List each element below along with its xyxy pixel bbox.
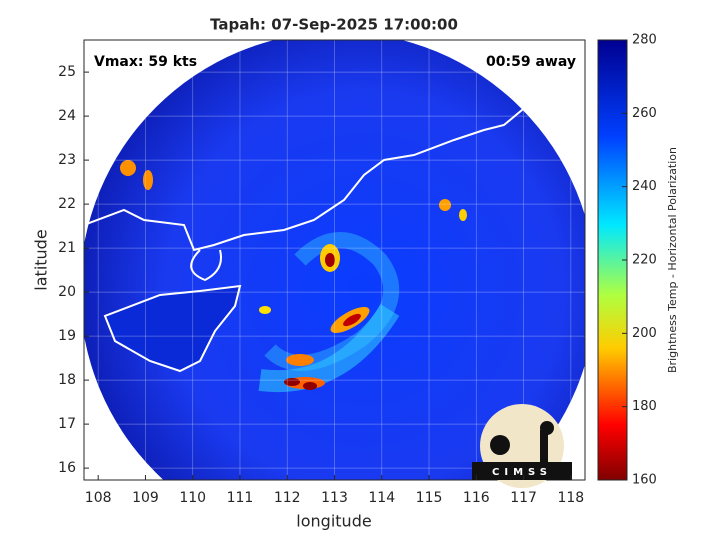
x-tick-label: 109 [132, 490, 159, 506]
x-axis-label: longitude [296, 512, 371, 531]
vmax-label: Vmax: 59 kts [94, 54, 197, 70]
away-label: 00:59 away [486, 54, 576, 70]
x-tick-label: 117 [510, 490, 537, 506]
colorbar-tick-label: 200 [632, 326, 657, 341]
logo-text: CIMSS [492, 467, 552, 478]
y-tick-label: 18 [58, 372, 76, 388]
y-tick-label: 21 [58, 240, 76, 256]
x-tick-label: 113 [321, 490, 348, 506]
x-tick-label: 118 [557, 490, 584, 506]
colorbar-tick-label: 220 [632, 253, 657, 268]
colorbar-tick-label: 240 [632, 179, 657, 194]
x-tick-label: 111 [227, 490, 254, 506]
y-tick-label: 17 [58, 416, 76, 432]
colorbar-label: Brightness Temp - Horizontal Polarizatio… [666, 147, 679, 373]
y-tick-label: 22 [58, 196, 76, 212]
y-tick-label: 16 [58, 460, 76, 476]
satellite-image [84, 40, 585, 480]
y-tick-label: 19 [58, 328, 76, 344]
colorbar-tick-label: 260 [632, 106, 657, 121]
x-tick-label: 116 [463, 490, 490, 506]
y-tick-label: 23 [58, 152, 76, 168]
y-tick-label: 25 [58, 64, 76, 80]
y-tick-label: 24 [58, 108, 76, 124]
x-tick-label: 115 [416, 490, 443, 506]
x-tick-label: 108 [85, 490, 112, 506]
x-tick-label: 114 [368, 490, 395, 506]
y-tick-label: 20 [58, 284, 76, 300]
colorbar-tick-label: 280 [632, 33, 657, 48]
x-tick-label: 112 [274, 490, 301, 506]
colorbar-tick-label: 160 [632, 473, 657, 488]
logo: CIMSS [472, 404, 572, 488]
colorbar-tick-label: 180 [632, 399, 657, 414]
grid [84, 40, 585, 480]
y-axis-label: latitude [32, 229, 51, 290]
x-tick-label: 110 [179, 490, 206, 506]
chart-title: Tapah: 07-Sep-2025 17:00:00 [210, 16, 458, 34]
